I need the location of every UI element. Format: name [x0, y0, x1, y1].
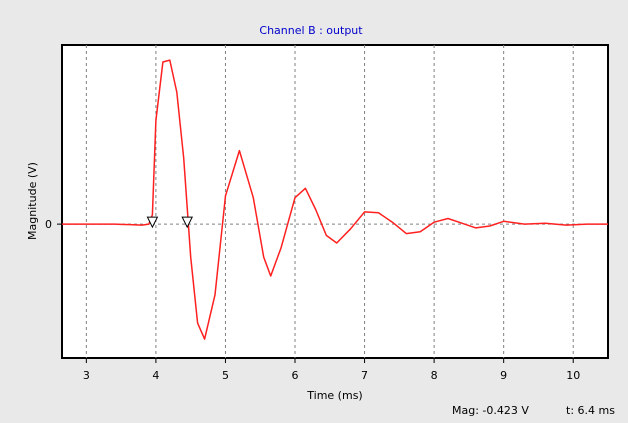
cursor-markers[interactable] — [146, 216, 194, 229]
plot-area[interactable] — [61, 44, 609, 359]
y-axis-ticks: 0 — [45, 218, 62, 231]
x-tick-label: 4 — [152, 369, 159, 382]
marker-2-down-triangle-icon[interactable] — [181, 216, 194, 229]
x-tick-label: 8 — [431, 369, 438, 382]
y-tick-label: 0 — [45, 218, 52, 231]
x-tick-label: 6 — [292, 369, 299, 382]
x-tick-label: 9 — [500, 369, 507, 382]
x-tick-label: 7 — [361, 369, 368, 382]
output-trace — [62, 59, 608, 340]
magnitude-readout: Mag: -0.423 V — [452, 404, 529, 417]
marker-1-down-triangle-icon[interactable] — [146, 216, 159, 229]
x-tick-label: 5 — [222, 369, 229, 382]
chart-title: Channel B : output — [259, 24, 363, 37]
series-line — [62, 59, 608, 340]
x-axis-ticks: 3 4 5 6 7 8 9 10 — [83, 358, 580, 382]
x-tick-label: 3 — [83, 369, 90, 382]
y-axis-label: Magnitude (V) — [26, 162, 39, 240]
time-readout: t: 6.4 ms — [566, 404, 615, 417]
x-axis-label: Time (ms) — [306, 389, 362, 402]
x-tick-label: 10 — [566, 369, 580, 382]
